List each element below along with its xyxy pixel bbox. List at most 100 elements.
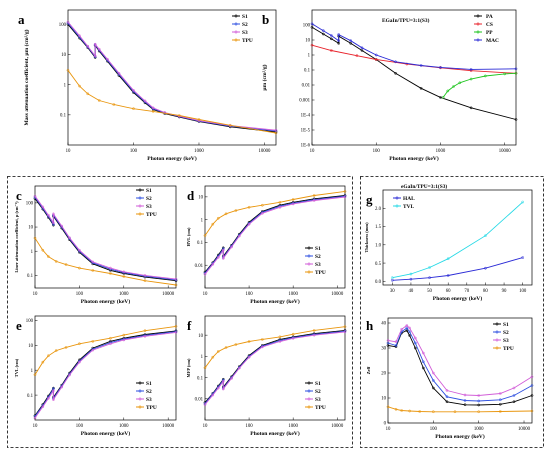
data-point — [329, 34, 333, 37]
data-point — [230, 377, 233, 380]
data-point — [310, 25, 314, 29]
panel-a: a 10 100 1000 10000 0.1 1 10 100 Photon energy (k… — [18, 9, 278, 162]
x-tick-label: 10000 — [499, 149, 512, 154]
series-s2: S2 — [386, 326, 534, 403]
data-point — [122, 338, 126, 342]
data-point — [97, 47, 101, 51]
data-point — [91, 260, 95, 264]
data-point — [445, 400, 449, 404]
data-point — [431, 371, 435, 375]
series-line — [204, 326, 346, 369]
data-point — [521, 200, 525, 204]
x-tick-label: 100 — [430, 427, 438, 432]
series-s3: S3 — [203, 195, 347, 276]
y-tick-label: 0.01 — [302, 84, 311, 89]
data-point — [343, 195, 347, 199]
data-point — [41, 360, 45, 364]
data-point — [291, 198, 295, 201]
y-tick-label: 20 — [381, 372, 386, 377]
data-point — [234, 209, 238, 212]
data-point — [52, 389, 55, 393]
data-point — [93, 54, 97, 58]
series-line — [34, 195, 177, 280]
data-point — [274, 128, 278, 132]
x-tick-label: 10000 — [258, 149, 271, 154]
data-point — [151, 106, 155, 110]
legend-label: S3 — [242, 30, 248, 36]
legend-label: S3 — [146, 397, 152, 403]
data-point — [498, 402, 502, 406]
x-axis-label: Photon energy (keV) — [147, 155, 197, 162]
legend-marker — [395, 196, 399, 200]
series-line — [204, 196, 346, 275]
data-point — [421, 360, 425, 364]
plot-frame — [34, 315, 177, 421]
data-point — [337, 33, 341, 36]
y-tick-label: 30 — [381, 347, 386, 352]
x-tick-label: 10 — [203, 424, 208, 429]
data-point — [360, 49, 364, 52]
x-tick-label: 10000 — [162, 424, 175, 429]
data-point — [394, 340, 398, 344]
data-point — [247, 340, 251, 343]
y-tick-label: 10 — [305, 39, 310, 44]
data-point — [337, 41, 341, 45]
legend-marker — [476, 14, 480, 18]
x-axis-label: Photon energy (keV) — [435, 433, 485, 440]
legend-marker — [138, 397, 142, 401]
data-point — [47, 213, 50, 217]
data-point — [211, 393, 215, 397]
data-point — [33, 416, 37, 420]
data-point — [122, 270, 126, 274]
data-point — [498, 392, 502, 395]
series-tpu: TPU — [203, 325, 347, 411]
x-tick-label: 1000 — [436, 149, 446, 154]
series-line — [34, 330, 177, 416]
data-point — [274, 131, 278, 135]
series-tpu: TPU — [203, 190, 347, 276]
series-tpu: TPU — [33, 325, 178, 411]
series-hal: HAL — [390, 196, 525, 282]
legend-marker — [307, 246, 311, 250]
data-point — [321, 32, 325, 36]
data-point — [143, 274, 147, 277]
data-point — [60, 224, 64, 228]
x-axis-label: Photon energy (keV) — [250, 298, 300, 305]
data-point — [409, 277, 413, 281]
legend-label: CS — [486, 22, 493, 28]
data-point — [260, 211, 264, 215]
legend-marker — [138, 196, 142, 200]
legend-label: MAC — [486, 38, 499, 44]
legend-label: PP — [486, 30, 493, 36]
x-tick-label: 100 — [373, 149, 381, 154]
series-s3: S3 — [33, 331, 178, 420]
series-line — [204, 195, 346, 274]
data-point — [224, 346, 228, 349]
data-point — [374, 53, 378, 57]
series-line — [311, 44, 517, 74]
x-tick-label: 100 — [130, 149, 138, 154]
data-point — [117, 71, 121, 75]
series-line — [311, 26, 517, 120]
y-tick-label: 0.01 — [195, 264, 204, 269]
legend-label: TPU — [146, 405, 157, 411]
y-tick-label: 10 — [28, 226, 33, 231]
legend-label: TPU — [315, 405, 326, 411]
legend-marker — [395, 204, 399, 208]
data-point — [386, 405, 390, 409]
data-point — [469, 68, 473, 71]
legend-label: TPU — [242, 38, 253, 44]
data-point — [514, 71, 518, 75]
data-point — [143, 279, 147, 283]
data-point — [512, 394, 516, 397]
data-point — [143, 99, 147, 103]
legend-label: PA — [486, 14, 493, 20]
legend-label: S2 — [315, 254, 321, 260]
data-point — [477, 410, 481, 414]
data-point — [463, 403, 467, 407]
y-tick-label: 0.1 — [27, 274, 34, 279]
data-point — [66, 68, 70, 72]
data-point — [52, 398, 55, 401]
x-tick-label: 10 — [66, 149, 71, 154]
